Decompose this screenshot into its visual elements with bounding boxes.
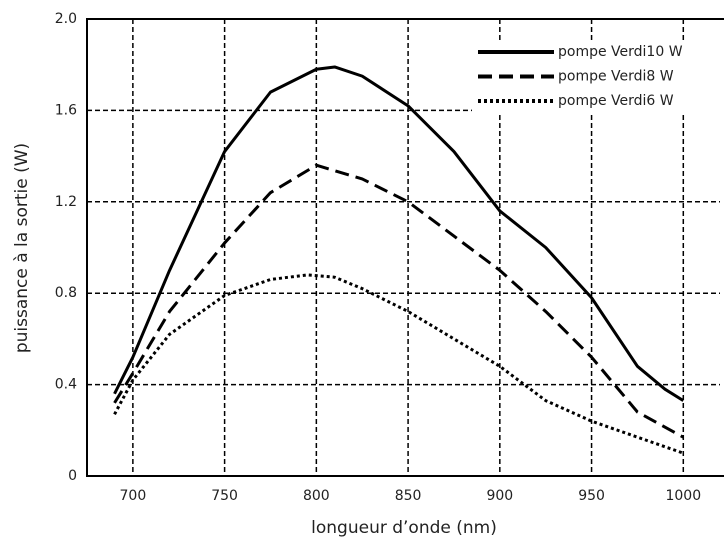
y-axis-title: puissance à la sortie (W)	[12, 143, 32, 353]
plot-frame	[86, 18, 724, 477]
x-tick-label: 750	[211, 488, 238, 504]
series-line	[113, 65, 685, 402]
x-tick-label: 1000	[665, 488, 701, 504]
legend-label: pompe Verdi8 W	[558, 69, 674, 85]
x-axis-title: longueur d’onde (nm)	[311, 518, 497, 538]
y-tick-label: 2.0	[55, 11, 77, 27]
legend-label: pompe Verdi6 W	[558, 93, 674, 109]
y-tick-label: 1.2	[55, 194, 77, 210]
y-tick-label: 0	[68, 468, 77, 484]
x-tick-label: 850	[395, 488, 422, 504]
x-tick-label: 700	[120, 488, 147, 504]
y-tick-label: 1.6	[55, 102, 77, 118]
x-tick-label: 900	[486, 488, 513, 504]
series-line	[113, 273, 684, 455]
series-line	[113, 163, 685, 439]
y-tick-label: 0.8	[55, 285, 77, 301]
y-tick-label: 0.4	[55, 377, 77, 393]
legend-label: pompe Verdi10 W	[558, 44, 683, 60]
x-tick-label: 950	[578, 488, 605, 504]
x-tick-label: 800	[303, 488, 330, 504]
